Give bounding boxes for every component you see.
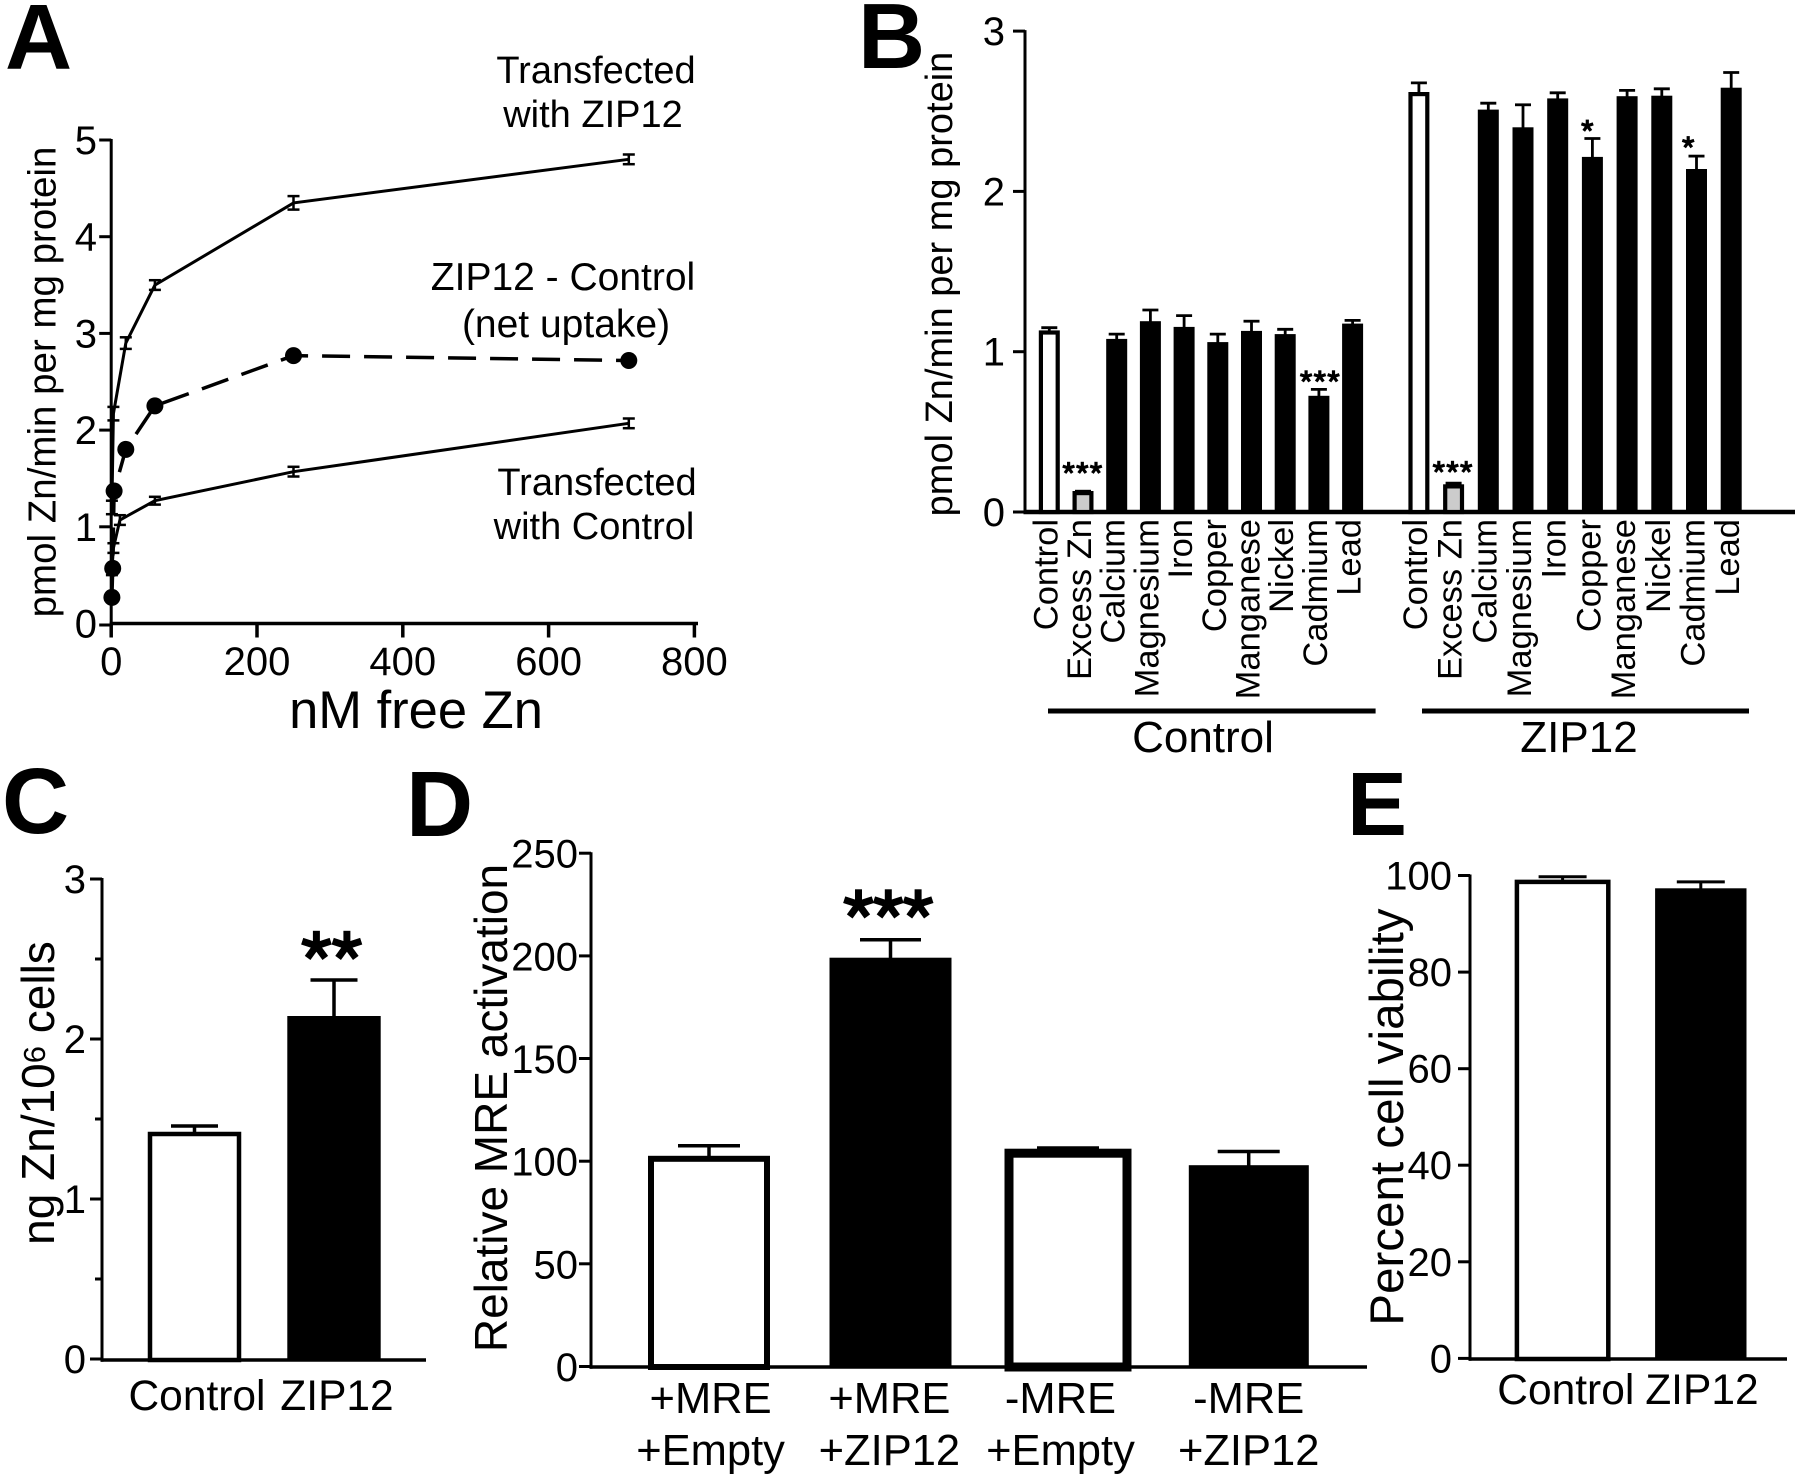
svg-text:100: 100 <box>511 1141 578 1185</box>
svg-text:2: 2 <box>64 1018 86 1062</box>
svg-text:Lead: Lead <box>1331 519 1369 596</box>
svg-text:Lead: Lead <box>1709 519 1747 596</box>
svg-text:Control: Control <box>128 1373 265 1420</box>
svg-text:Excess Zn: Excess Zn <box>1432 519 1470 680</box>
svg-text:(net uptake): (net uptake) <box>462 303 670 346</box>
svg-text:Nickel: Nickel <box>1640 519 1678 613</box>
svg-text:0: 0 <box>64 1338 86 1382</box>
svg-text:-MRE: -MRE <box>1005 1375 1116 1423</box>
svg-text:Nickel: Nickel <box>1263 519 1301 613</box>
svg-text:Control: Control <box>1027 519 1065 630</box>
svg-text:C: C <box>2 749 69 853</box>
svg-text:1: 1 <box>75 506 97 550</box>
svg-text:pmol Zn/min per mg protein: pmol Zn/min per mg protein <box>919 52 961 517</box>
svg-text:Iron: Iron <box>1536 519 1574 578</box>
svg-text:ZIP12: ZIP12 <box>280 1373 393 1420</box>
svg-text:+Empty: +Empty <box>986 1427 1135 1475</box>
svg-text:with Control: with Control <box>493 506 695 548</box>
svg-text:4: 4 <box>75 216 97 260</box>
svg-text:600: 600 <box>515 640 582 684</box>
svg-text:Relative MRE activation: Relative MRE activation <box>465 864 517 1352</box>
svg-text:E: E <box>1347 755 1407 855</box>
svg-text:0: 0 <box>983 491 1005 535</box>
svg-text:+MRE: +MRE <box>828 1375 950 1423</box>
svg-text:ZIP12: ZIP12 <box>1520 713 1637 762</box>
svg-text:Manganese: Manganese <box>1605 519 1643 699</box>
svg-text:0: 0 <box>75 603 97 647</box>
svg-text:200: 200 <box>224 640 291 684</box>
svg-text:ZIP12 - Control: ZIP12 - Control <box>431 256 695 299</box>
svg-text:0: 0 <box>556 1346 578 1390</box>
svg-text:200: 200 <box>511 935 578 979</box>
svg-text:with ZIP12: with ZIP12 <box>502 94 683 136</box>
svg-text:1: 1 <box>64 1178 86 1222</box>
svg-text:ZIP12: ZIP12 <box>1645 1367 1758 1414</box>
svg-text:3: 3 <box>75 312 97 356</box>
svg-text:+ZIP12: +ZIP12 <box>819 1427 960 1475</box>
svg-text:Control: Control <box>1397 519 1435 630</box>
svg-text:Calcium: Calcium <box>1466 519 1504 644</box>
svg-text:Copper: Copper <box>1196 519 1234 632</box>
svg-text:150: 150 <box>511 1038 578 1082</box>
svg-text:60: 60 <box>1408 1048 1453 1092</box>
svg-text:Calcium: Calcium <box>1095 519 1133 644</box>
svg-text:1: 1 <box>983 331 1005 375</box>
svg-text:nM free Zn: nM free Zn <box>289 681 543 740</box>
svg-text:Magnesium: Magnesium <box>1501 519 1539 697</box>
svg-text:Control: Control <box>1132 713 1274 762</box>
svg-text:+Empty: +Empty <box>636 1427 785 1475</box>
svg-text:+ZIP12: +ZIP12 <box>1178 1427 1319 1475</box>
svg-text:Copper: Copper <box>1570 519 1608 632</box>
svg-text:2: 2 <box>75 409 97 453</box>
svg-text:A: A <box>5 0 72 89</box>
svg-text:0: 0 <box>1430 1337 1452 1381</box>
svg-text:Manganese: Manganese <box>1230 519 1268 699</box>
svg-text:Cadmium: Cadmium <box>1297 519 1335 667</box>
svg-text:3: 3 <box>64 858 86 902</box>
svg-text:50: 50 <box>534 1243 579 1287</box>
svg-text:100: 100 <box>1385 855 1452 899</box>
svg-text:80: 80 <box>1408 951 1453 995</box>
svg-text:40: 40 <box>1408 1144 1453 1188</box>
svg-text:20: 20 <box>1408 1241 1453 1285</box>
svg-text:Iron: Iron <box>1162 519 1200 578</box>
svg-text:B: B <box>858 0 925 88</box>
svg-text:400: 400 <box>369 640 436 684</box>
svg-text:Control: Control <box>1497 1367 1634 1414</box>
svg-text:5: 5 <box>75 119 97 163</box>
svg-text:-MRE: -MRE <box>1193 1375 1304 1423</box>
svg-text:3: 3 <box>983 10 1005 54</box>
svg-text:ng Zn/106 cells: ng Zn/106 cells <box>12 941 64 1245</box>
svg-text:Excess Zn: Excess Zn <box>1061 519 1099 680</box>
svg-text:2: 2 <box>983 170 1005 214</box>
svg-text:Cadmium: Cadmium <box>1675 519 1713 667</box>
svg-text:pmol Zn/min per mg protein: pmol Zn/min per mg protein <box>22 147 65 618</box>
svg-text:Transfected: Transfected <box>497 462 696 504</box>
svg-text:800: 800 <box>661 640 728 684</box>
svg-text:+MRE: +MRE <box>650 1375 772 1423</box>
svg-text:0: 0 <box>100 640 122 684</box>
svg-text:D: D <box>406 752 473 856</box>
svg-text:Magnesium: Magnesium <box>1128 519 1166 697</box>
svg-text:Transfected: Transfected <box>496 50 695 92</box>
svg-text:250: 250 <box>511 833 578 877</box>
svg-text:Percent cell viability: Percent cell viability <box>1361 908 1414 1325</box>
